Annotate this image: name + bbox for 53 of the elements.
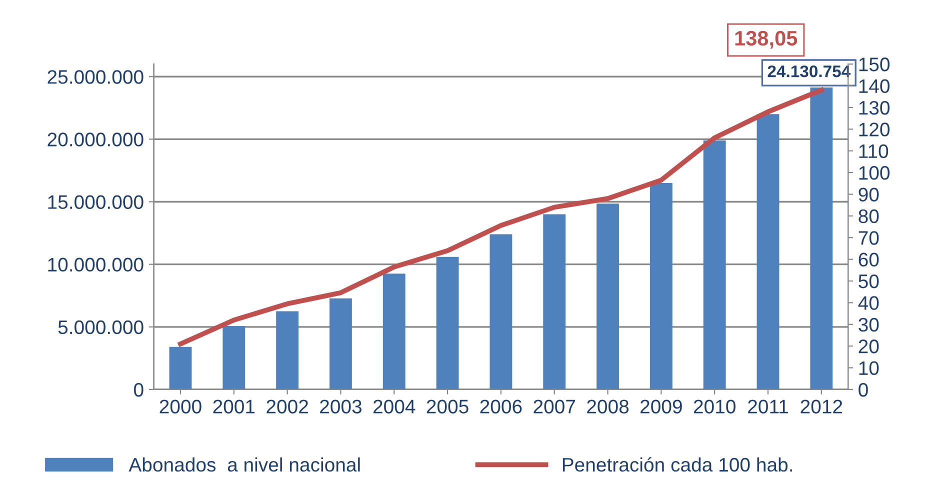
x-tick-label: 2010: [694, 400, 736, 414]
bar: [169, 346, 192, 390]
y2-tick-label: 80: [858, 209, 879, 224]
y2-tick-label: 110: [859, 144, 888, 158]
y2-tick-label: 70: [858, 231, 879, 245]
bar: [222, 326, 246, 390]
data-label: 24.130.754: [768, 65, 851, 78]
bar: [703, 140, 726, 390]
x-tick-label: 2000: [160, 400, 202, 414]
y2-tick-label: 50: [858, 274, 879, 288]
y2-tick-label: 0: [858, 382, 868, 397]
y-tick-label: 20.000.000: [48, 132, 144, 146]
y2-tick-label: 60: [858, 252, 879, 267]
data-label: 138,05: [735, 30, 798, 49]
y2-tick-label: 140: [859, 79, 890, 94]
y2-tick-label: 40: [858, 296, 879, 310]
y2-tick-label: 30: [858, 318, 879, 332]
bar: [756, 114, 780, 390]
x-tick-label: 2011: [748, 400, 788, 414]
y2-tick-label: 130: [859, 100, 890, 115]
bar: [650, 182, 672, 390]
x-tick-label: 2006: [480, 400, 522, 414]
bar: [276, 311, 299, 390]
y-tick-label: 0: [134, 382, 144, 397]
bar: [490, 234, 512, 390]
y2-tick-label: 120: [859, 122, 890, 136]
x-tick-label: 2001: [213, 400, 255, 414]
y-tick-label: 5.000.000: [58, 320, 144, 334]
bar: [330, 298, 352, 390]
y-tick-label: 10.000.000: [48, 258, 144, 272]
x-tick-label: 2012: [800, 400, 842, 414]
y2-tick-label: 100: [859, 166, 890, 180]
y2-tick-label: 150: [859, 58, 890, 72]
x-tick-label: 2005: [426, 400, 468, 414]
bar: [810, 87, 833, 390]
legend-label: Abonados a nivel nacional: [128, 457, 360, 472]
legend-label: Penetración cada 100 hab.: [562, 457, 792, 472]
bar: [596, 204, 619, 390]
y2-tick-label: 90: [858, 188, 879, 202]
x-tick-label: 2008: [587, 400, 629, 414]
x-tick-label: 2007: [534, 400, 576, 414]
y-tick-label: 25.000.000: [48, 70, 144, 84]
x-tick-label: 2003: [320, 400, 362, 414]
x-tick-label: 2004: [373, 400, 416, 414]
bar: [382, 274, 406, 390]
bar: [436, 256, 459, 390]
y2-tick-label: 20: [858, 340, 879, 354]
bar: [543, 214, 566, 390]
x-tick-label: 2002: [266, 400, 308, 414]
x-tick-label: 2009: [640, 400, 682, 414]
line-series: [178, 88, 824, 346]
y-tick-label: 15.000.000: [48, 195, 144, 209]
y2-tick-label: 10: [859, 361, 879, 376]
